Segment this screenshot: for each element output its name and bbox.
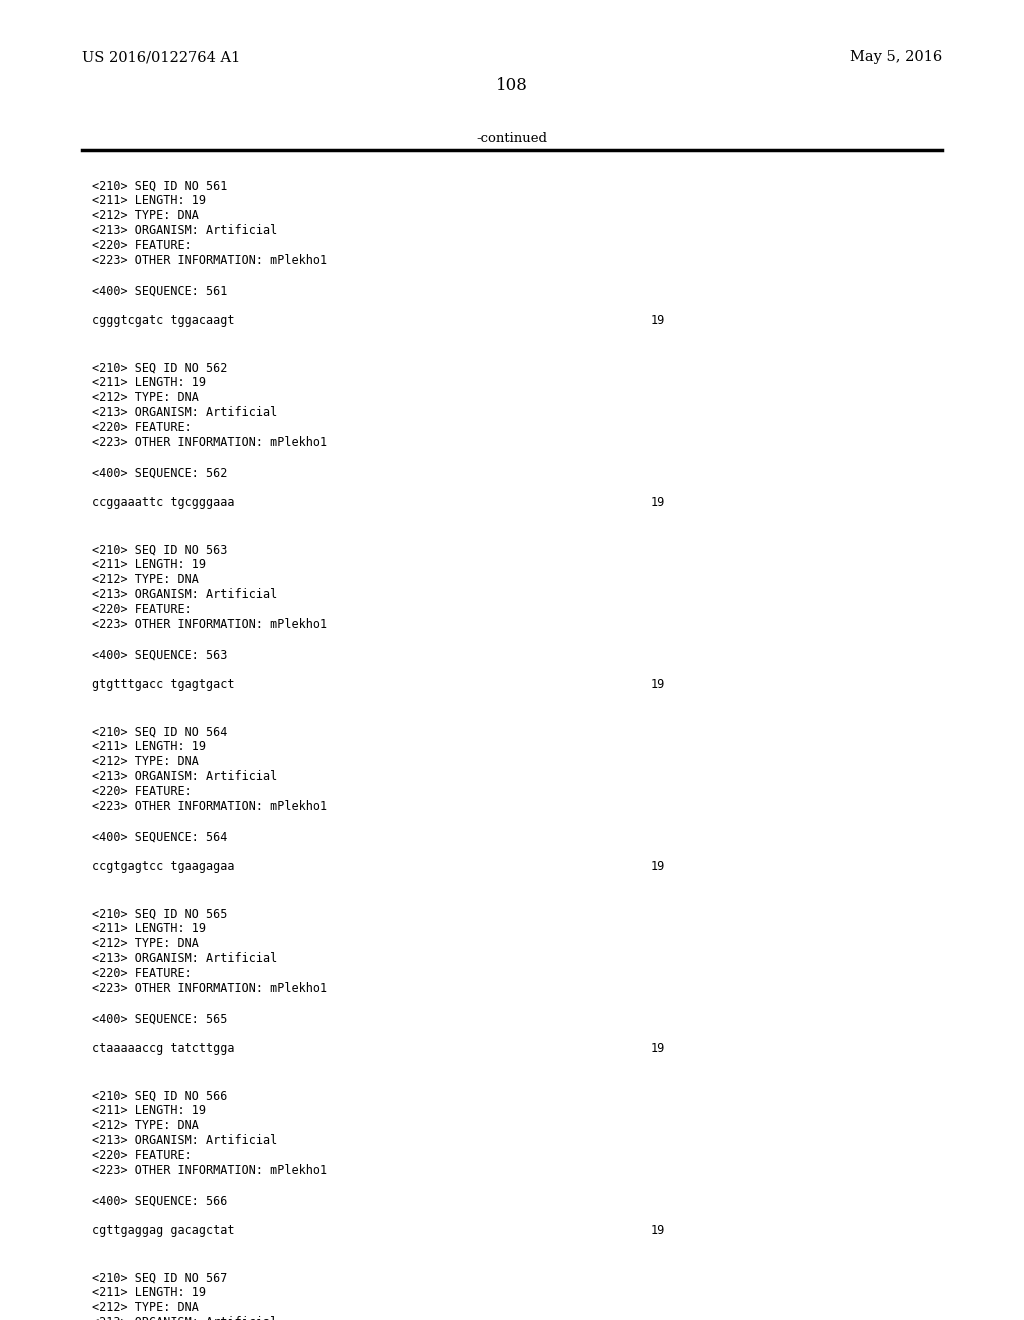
Text: <211> LENGTH: 19: <211> LENGTH: 19 <box>92 741 206 754</box>
Text: <213> ORGANISM: Artificial: <213> ORGANISM: Artificial <box>92 224 278 238</box>
Text: 19: 19 <box>650 496 665 510</box>
Text: <210> SEQ ID NO 565: <210> SEQ ID NO 565 <box>92 907 227 920</box>
Text: <223> OTHER INFORMATION: mPlekho1: <223> OTHER INFORMATION: mPlekho1 <box>92 982 328 995</box>
Text: <223> OTHER INFORMATION: mPlekho1: <223> OTHER INFORMATION: mPlekho1 <box>92 437 328 450</box>
Text: <220> FEATURE:: <220> FEATURE: <box>92 785 191 799</box>
Text: <213> ORGANISM: Artificial: <213> ORGANISM: Artificial <box>92 589 278 602</box>
Text: <211> LENGTH: 19: <211> LENGTH: 19 <box>92 1105 206 1118</box>
Text: 108: 108 <box>496 77 528 94</box>
Text: ctaaaaaccg tatcttgga: ctaaaaaccg tatcttgga <box>92 1043 234 1056</box>
Text: <211> LENGTH: 19: <211> LENGTH: 19 <box>92 194 206 207</box>
Text: <211> LENGTH: 19: <211> LENGTH: 19 <box>92 923 206 936</box>
Text: <400> SEQUENCE: 565: <400> SEQUENCE: 565 <box>92 1012 227 1026</box>
Text: <212> TYPE: DNA: <212> TYPE: DNA <box>92 937 199 950</box>
Text: <212> TYPE: DNA: <212> TYPE: DNA <box>92 755 199 768</box>
Text: <400> SEQUENCE: 562: <400> SEQUENCE: 562 <box>92 466 227 479</box>
Text: <220> FEATURE:: <220> FEATURE: <box>92 603 191 616</box>
Text: <400> SEQUENCE: 561: <400> SEQUENCE: 561 <box>92 285 227 297</box>
Text: gtgtttgacc tgagtgact: gtgtttgacc tgagtgact <box>92 678 234 692</box>
Text: -continued: -continued <box>476 132 548 145</box>
Text: 19: 19 <box>650 678 665 692</box>
Text: <220> FEATURE:: <220> FEATURE: <box>92 239 191 252</box>
Text: ccggaaattc tgcgggaaa: ccggaaattc tgcgggaaa <box>92 496 234 510</box>
Text: <223> OTHER INFORMATION: mPlekho1: <223> OTHER INFORMATION: mPlekho1 <box>92 255 328 268</box>
Text: 19: 19 <box>650 861 665 874</box>
Text: cgttgaggag gacagctat: cgttgaggag gacagctat <box>92 1225 234 1237</box>
Text: <213> ORGANISM: Artificial: <213> ORGANISM: Artificial <box>92 953 278 965</box>
Text: <400> SEQUENCE: 564: <400> SEQUENCE: 564 <box>92 830 227 843</box>
Text: <400> SEQUENCE: 563: <400> SEQUENCE: 563 <box>92 648 227 661</box>
Text: <213> ORGANISM: Artificial: <213> ORGANISM: Artificial <box>92 1316 278 1320</box>
Text: <212> TYPE: DNA: <212> TYPE: DNA <box>92 392 199 404</box>
Text: 19: 19 <box>650 1225 665 1237</box>
Text: <220> FEATURE:: <220> FEATURE: <box>92 1150 191 1163</box>
Text: <213> ORGANISM: Artificial: <213> ORGANISM: Artificial <box>92 771 278 784</box>
Text: <210> SEQ ID NO 563: <210> SEQ ID NO 563 <box>92 544 227 557</box>
Text: <220> FEATURE:: <220> FEATURE: <box>92 968 191 981</box>
Text: <210> SEQ ID NO 564: <210> SEQ ID NO 564 <box>92 726 227 738</box>
Text: <211> LENGTH: 19: <211> LENGTH: 19 <box>92 376 206 389</box>
Text: <223> OTHER INFORMATION: mPlekho1: <223> OTHER INFORMATION: mPlekho1 <box>92 1164 328 1177</box>
Text: 19: 19 <box>650 1043 665 1056</box>
Text: <213> ORGANISM: Artificial: <213> ORGANISM: Artificial <box>92 407 278 420</box>
Text: 19: 19 <box>650 314 665 327</box>
Text: <212> TYPE: DNA: <212> TYPE: DNA <box>92 210 199 223</box>
Text: <400> SEQUENCE: 566: <400> SEQUENCE: 566 <box>92 1195 227 1208</box>
Text: <212> TYPE: DNA: <212> TYPE: DNA <box>92 1119 199 1133</box>
Text: <212> TYPE: DNA: <212> TYPE: DNA <box>92 573 199 586</box>
Text: May 5, 2016: May 5, 2016 <box>850 50 942 65</box>
Text: ccgtgagtcc tgaagagaa: ccgtgagtcc tgaagagaa <box>92 861 234 874</box>
Text: <210> SEQ ID NO 562: <210> SEQ ID NO 562 <box>92 362 227 375</box>
Text: <223> OTHER INFORMATION: mPlekho1: <223> OTHER INFORMATION: mPlekho1 <box>92 800 328 813</box>
Text: <220> FEATURE:: <220> FEATURE: <box>92 421 191 434</box>
Text: <210> SEQ ID NO 561: <210> SEQ ID NO 561 <box>92 180 227 193</box>
Text: <212> TYPE: DNA: <212> TYPE: DNA <box>92 1302 199 1315</box>
Text: <211> LENGTH: 19: <211> LENGTH: 19 <box>92 1287 206 1299</box>
Text: US 2016/0122764 A1: US 2016/0122764 A1 <box>82 50 241 65</box>
Text: cgggtcgatc tggacaagt: cgggtcgatc tggacaagt <box>92 314 234 327</box>
Text: <210> SEQ ID NO 566: <210> SEQ ID NO 566 <box>92 1089 227 1102</box>
Text: <223> OTHER INFORMATION: mPlekho1: <223> OTHER INFORMATION: mPlekho1 <box>92 619 328 631</box>
Text: <210> SEQ ID NO 567: <210> SEQ ID NO 567 <box>92 1271 227 1284</box>
Text: <213> ORGANISM: Artificial: <213> ORGANISM: Artificial <box>92 1134 278 1147</box>
Text: <211> LENGTH: 19: <211> LENGTH: 19 <box>92 558 206 572</box>
